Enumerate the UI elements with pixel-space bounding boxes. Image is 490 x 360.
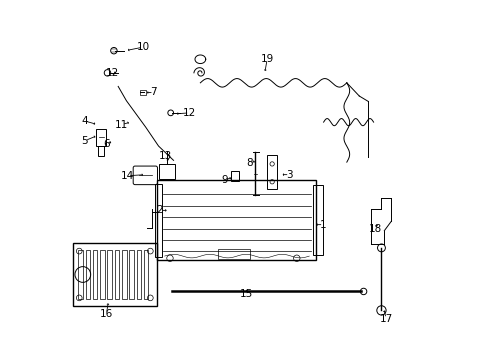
- Text: 14: 14: [121, 171, 134, 181]
- Text: 1: 1: [320, 220, 327, 230]
- Text: 15: 15: [240, 289, 253, 298]
- Text: 8: 8: [246, 158, 253, 168]
- Bar: [85, 249, 90, 299]
- Bar: [122, 249, 126, 299]
- Bar: [159, 164, 174, 179]
- Bar: [100, 249, 104, 299]
- Text: 18: 18: [369, 224, 382, 234]
- Text: 3: 3: [286, 170, 293, 180]
- Bar: [129, 249, 134, 299]
- Text: 13: 13: [159, 151, 172, 161]
- Text: 12: 12: [183, 108, 196, 118]
- Bar: [140, 90, 146, 95]
- Text: 10: 10: [137, 42, 150, 52]
- Bar: [157, 180, 317, 260]
- Text: 5: 5: [82, 136, 88, 146]
- Text: 9: 9: [221, 175, 227, 185]
- Bar: [231, 171, 239, 181]
- Text: 6: 6: [103, 139, 110, 149]
- Text: 7: 7: [150, 87, 157, 98]
- Bar: [144, 249, 148, 299]
- Text: 12: 12: [105, 68, 119, 78]
- Bar: [155, 184, 163, 257]
- Bar: [137, 249, 141, 299]
- Bar: [115, 249, 119, 299]
- Text: 11: 11: [115, 120, 128, 130]
- Bar: [78, 249, 83, 299]
- Bar: [96, 129, 106, 146]
- Text: 19: 19: [261, 54, 274, 64]
- Text: 2: 2: [157, 205, 163, 215]
- Bar: [313, 185, 323, 255]
- Bar: [73, 243, 157, 306]
- Bar: [107, 249, 112, 299]
- Text: 4: 4: [82, 116, 88, 126]
- Bar: [98, 146, 103, 156]
- Text: 17: 17: [379, 314, 392, 324]
- Text: 16: 16: [100, 309, 113, 319]
- Bar: [267, 155, 277, 189]
- Bar: [93, 249, 97, 299]
- Bar: [218, 249, 250, 259]
